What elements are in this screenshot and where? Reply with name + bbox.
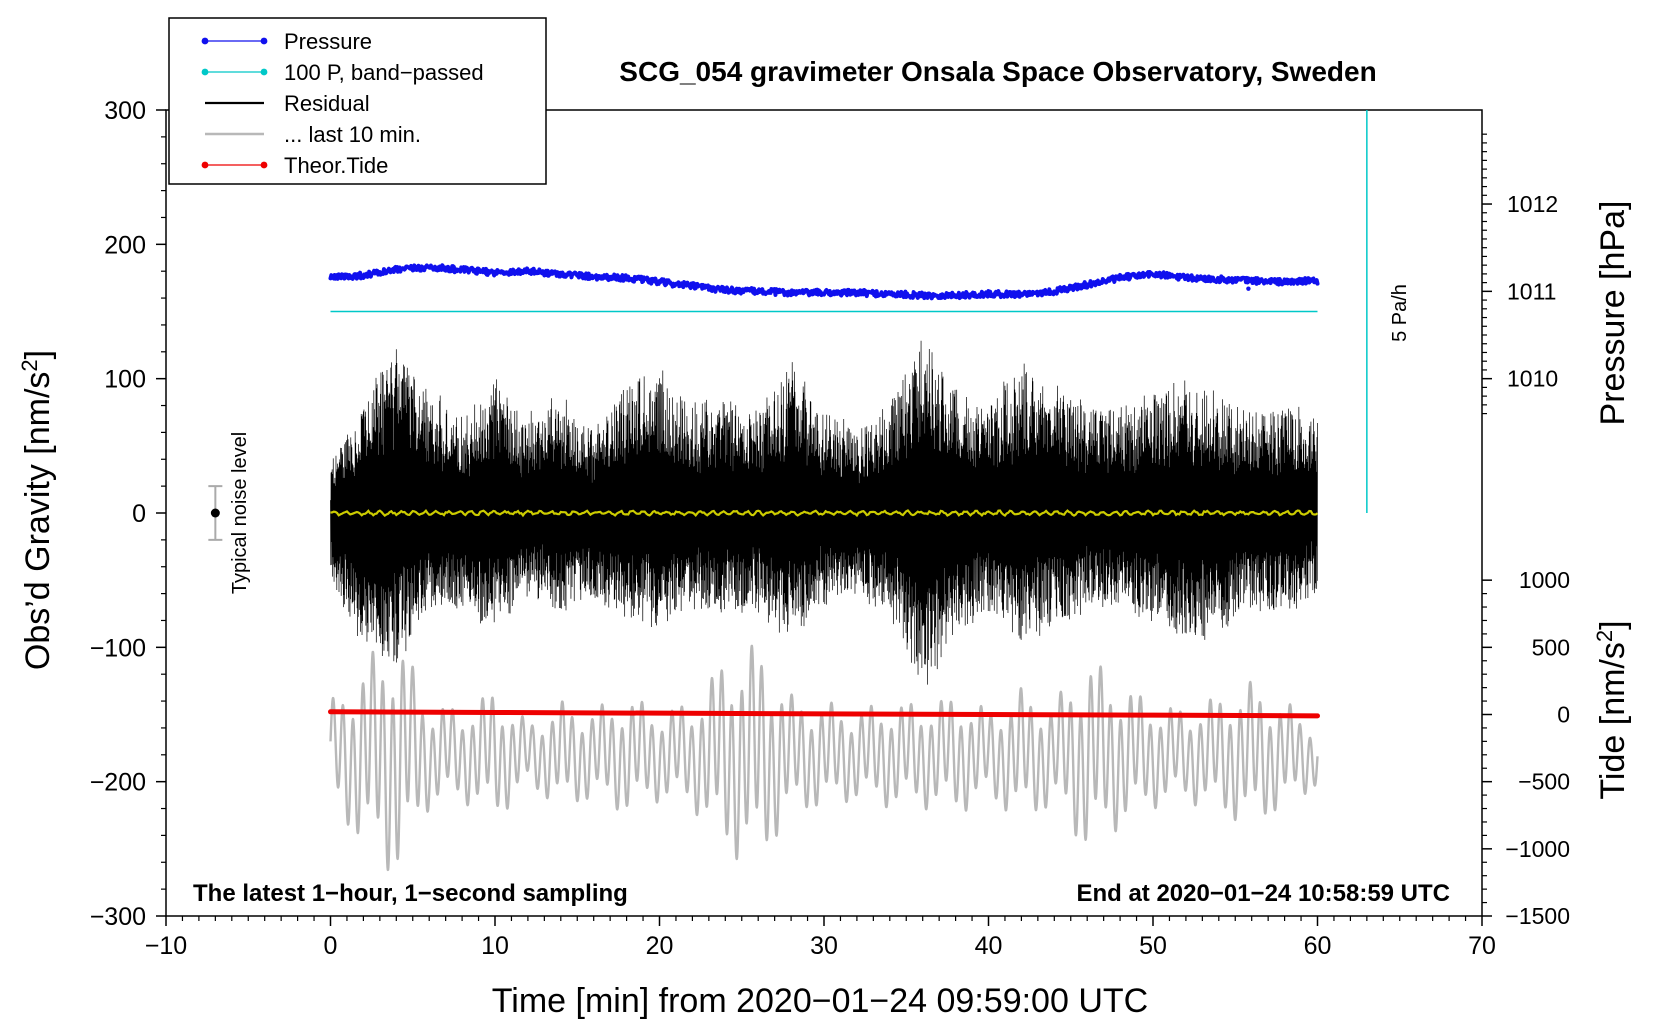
tide-tick-label: 0 [1557,702,1570,728]
tide-tick-label: −500 [1518,769,1570,795]
legend-label: ... last 10 min. [284,122,421,147]
y-axis-title-tide-sup: 2 [1592,630,1617,642]
residual-series [330,340,1318,685]
pressure-line [328,263,1320,301]
pressure-series [328,263,1320,301]
legend-items: Pressure 100 P, band−passed Residual ... la… [201,29,484,178]
y-tick-label: −100 [90,634,146,662]
x-tick-label: 30 [810,932,838,960]
y-tick-label: −200 [90,769,146,797]
x-tick-label: −10 [145,932,187,960]
legend-label: Theor.Tide [284,153,388,178]
pressure-outlier-point [1246,286,1251,291]
tide-tick-label: 500 [1532,634,1570,660]
x-tick-label: 40 [975,932,1003,960]
legend-marker [201,68,209,76]
x-tick-label: 60 [1304,932,1332,960]
pressure-rate-label: 5 Pa/h [1389,284,1411,342]
legend: Pressure 100 P, band−passed Residual ... la… [168,17,547,185]
axis-tick-labels: −10 0 10 20 30 40 50 60 70−300−200−1000100200300… [90,97,1570,960]
pressure-tick-label: 1011 [1507,278,1556,304]
legend-marker [260,37,268,45]
legend-marker [201,37,209,45]
theoretical-tide-series [328,709,1320,719]
tide-tick-label: −1000 [1505,836,1570,862]
sampling-note: The latest 1−hour, 1−second sampling [193,880,628,907]
smoothed-residual-line [330,509,1319,518]
legend-marker [201,161,209,169]
chart-title: SCG_054 gravimeter Onsala Space Observat… [619,56,1376,87]
y-tick-label: 300 [104,97,146,125]
last-10-min-series [329,644,1319,872]
y-tick-label: 200 [104,231,146,259]
y-axis-title-main-text: Obs’d Gravity [nm/s [19,372,57,671]
smoothed-residual-series [330,509,1319,518]
noise-bar-center [210,508,220,518]
y-axis-title-main: Obs’d Gravity [nm/s2] [17,350,58,670]
y-tick-label: −300 [90,903,146,931]
y-axis-title-tide-text: Tide [nm/s [1594,642,1632,799]
y-axis-title-main-sup: 2 [17,359,42,371]
theoretical-tide-line [328,709,1320,719]
y-axis-title-main-end: ] [19,350,57,359]
x-tick-label: 20 [646,932,674,960]
y-axis-title-tide: Tide [nm/s2] [1592,620,1633,799]
end-time-note: End at 2020−01−24 10:58:59 UTC [1076,880,1450,907]
legend-label: Pressure [284,29,372,54]
tide-tick-label: −1500 [1505,903,1570,929]
y-tick-label: 0 [132,500,146,528]
y-tick-label: 100 [104,366,146,394]
x-tick-label: 50 [1139,932,1167,960]
pressure-tick-label: 1012 [1507,191,1558,217]
x-tick-label: 10 [481,932,509,960]
noise-bar [208,485,223,541]
axis-ticks [156,109,1492,926]
legend-box [168,17,547,185]
x-tick-label: 0 [324,932,338,960]
noise-level-label: Typical noise level [229,432,251,594]
tide-tick-label: 1000 [1519,567,1570,593]
legend-label: 100 P, band−passed [284,60,484,85]
y-axis-title-tide-end: ] [1594,620,1632,629]
legend-label: Residual [284,91,370,116]
x-axis-title: Time [min] from 2020−01−24 09:59:00 UTC [492,982,1148,1020]
residual-line [330,340,1318,685]
legend-marker [260,68,268,76]
y-axis-title-pressure: Pressure [hPa] [1594,201,1632,426]
x-tick-label: 70 [1468,932,1496,960]
legend-marker [260,161,268,169]
last-10-min-line [329,644,1319,872]
pressure-tick-label: 1010 [1507,366,1558,392]
